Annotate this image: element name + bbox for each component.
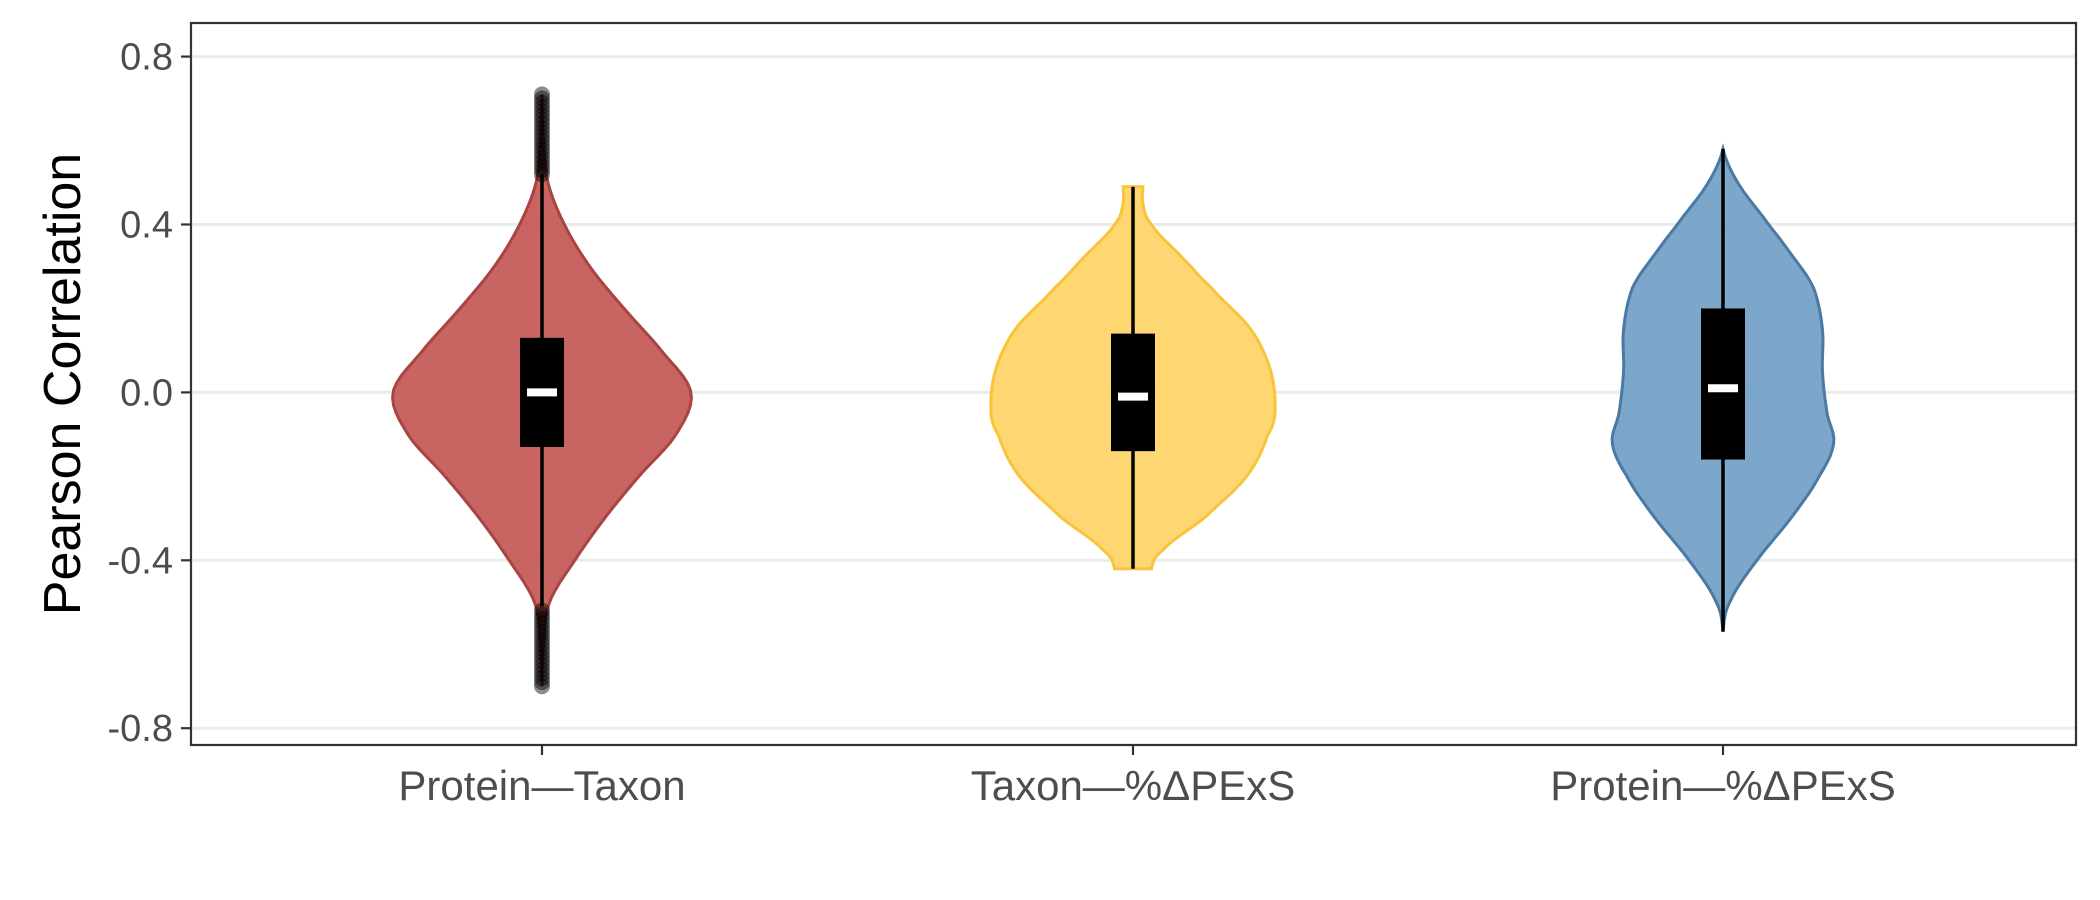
outlier-point xyxy=(534,115,550,132)
outlier-point xyxy=(534,161,550,178)
y-axis-title: Pearson Correlation xyxy=(34,153,92,615)
x-tick-label: Protein—%ΔPExS xyxy=(1550,762,1896,809)
outlier-point xyxy=(534,132,550,149)
outlier-point xyxy=(534,623,550,640)
outlier-point xyxy=(534,140,550,157)
outlier-point xyxy=(534,119,550,136)
y-tick-label: 0.0 xyxy=(120,372,173,414)
outlier-point xyxy=(534,619,550,636)
outlier-point xyxy=(534,128,550,145)
outlier-point xyxy=(534,124,550,141)
outlier-point xyxy=(534,665,550,682)
x-tick-label: Taxon—%ΔPExS xyxy=(971,762,1296,809)
box xyxy=(1111,333,1155,452)
outlier-point xyxy=(534,611,550,628)
outlier-point xyxy=(534,94,550,111)
outlier-point xyxy=(534,157,550,174)
outlier-point xyxy=(534,632,550,649)
x-axis: Protein—Taxon Taxon—%ΔPExS Protein—%ΔPExS xyxy=(398,745,1896,809)
outlier-point xyxy=(534,627,550,644)
box xyxy=(1701,308,1745,460)
outlier-point xyxy=(534,640,550,657)
outlier-point xyxy=(534,661,550,678)
outlier-point xyxy=(534,648,550,665)
outlier-point xyxy=(534,602,550,619)
outlier-point xyxy=(534,678,550,695)
outlier-point xyxy=(534,136,550,153)
outlier-point xyxy=(534,86,550,103)
y-tick-label: 0.4 xyxy=(120,204,173,246)
outlier-point xyxy=(534,166,550,183)
outlier-point xyxy=(534,153,550,170)
y-tick-label: 0.8 xyxy=(120,37,173,79)
outlier-point xyxy=(534,107,550,124)
boxplots xyxy=(520,86,1745,695)
outlier-point xyxy=(534,657,550,674)
outlier-point xyxy=(534,90,550,107)
outlier-point xyxy=(534,615,550,632)
outlier-point xyxy=(534,111,550,128)
outlier-point xyxy=(534,653,550,670)
y-axis: -0.8 -0.4 0.0 0.4 0.8 xyxy=(108,37,191,750)
outlier-point xyxy=(534,98,550,115)
outlier-point xyxy=(534,145,550,162)
outlier-point xyxy=(534,644,550,661)
outlier-point xyxy=(534,674,550,691)
outlier-point xyxy=(534,669,550,686)
outlier-point xyxy=(534,636,550,653)
outlier-point xyxy=(534,606,550,623)
outlier-point xyxy=(534,103,550,120)
x-tick-label: Protein—Taxon xyxy=(398,762,685,809)
y-tick-label: -0.8 xyxy=(108,708,173,750)
outlier-point xyxy=(534,149,550,166)
y-tick-label: -0.4 xyxy=(108,540,173,582)
